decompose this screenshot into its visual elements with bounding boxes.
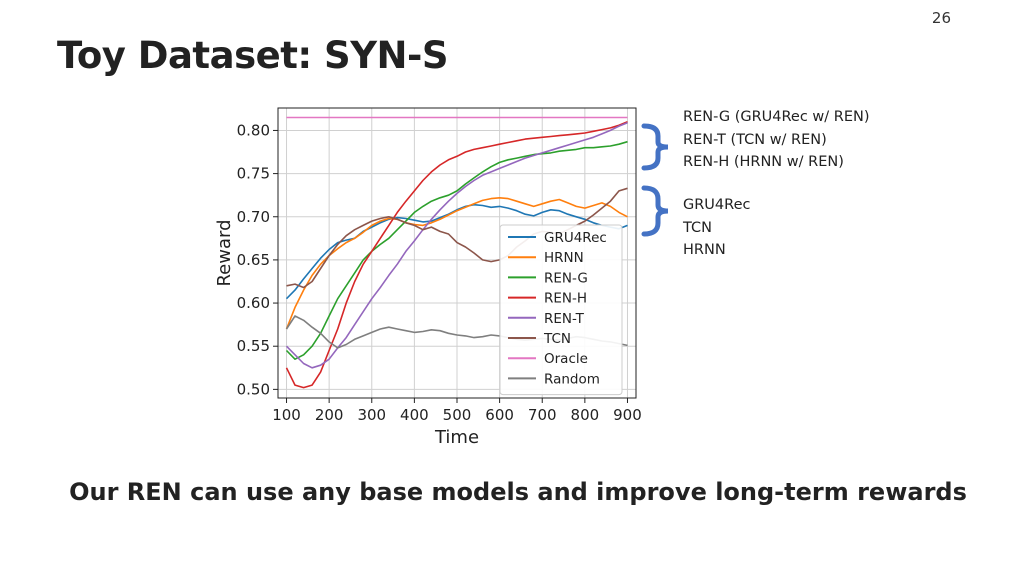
y-tick-label: 0.50 [237, 380, 270, 398]
x-tick-label: 700 [528, 406, 557, 424]
annotation-ren-h: REN-H (HRNN w/ REN) [683, 154, 844, 170]
series-line-hrnn [285, 197, 628, 330]
y-tick-label: 0.55 [237, 337, 270, 355]
series-line-gru4rec [285, 203, 628, 300]
annotation-gru4rec: GRU4Rec [683, 197, 751, 213]
y-tick-label: 0.70 [237, 208, 270, 226]
series-line-ren-g [285, 140, 628, 361]
y-tick-label: 0.60 [237, 294, 270, 312]
reward-line-chart: 100 200 300 400 500 600 700 800 900 0.50 0.55 0.60 0… [214, 107, 642, 448]
legend-label: GRU4Rec [544, 230, 607, 246]
x-tick-label: 500 [443, 406, 472, 424]
legend-label: REN-T [544, 311, 585, 327]
x-tick-label: 300 [357, 406, 386, 424]
brace-path [641, 185, 669, 237]
y-tick-label: 0.65 [237, 251, 270, 269]
x-tick-label: 100 [272, 406, 301, 424]
x-tick-label: 200 [315, 406, 344, 424]
y-axis-label: Reward [214, 219, 235, 286]
y-tick-label: 0.75 [237, 165, 270, 183]
legend-label: HRNN [544, 250, 584, 266]
legend-label: REN-G [544, 270, 588, 286]
legend-label: TCN [543, 331, 571, 347]
y-tick-label: 0.80 [237, 121, 270, 139]
ren-group-brace [641, 123, 669, 171]
annotation-hrnn: HRNN [683, 242, 726, 258]
x-tick-label: 900 [613, 406, 642, 424]
slide-title: Toy Dataset: SYN-S [57, 34, 448, 77]
x-tick-label: 400 [400, 406, 429, 424]
x-tick-label: 600 [485, 406, 514, 424]
legend-label: REN-H [544, 291, 587, 307]
series-line-ren-t [285, 121, 628, 369]
base-group-annotation: GRU4Rec TCN HRNN [683, 194, 750, 262]
annotation-ren-t: REN-T (TCN w/ REN) [683, 131, 827, 148]
brace-path [641, 123, 669, 171]
legend-label: Random [544, 371, 600, 387]
x-tick-label: 800 [571, 406, 600, 424]
tick-labels: 100 200 300 400 500 600 700 800 900 0.50 0.55 0.60 0… [237, 121, 642, 424]
legend-label: Oracle [544, 351, 588, 367]
series-line-ren-h [285, 121, 628, 389]
ren-group-annotation: REN-G (GRU4Rec w/ REN) REN-T (TCN w/ REN… [683, 106, 870, 174]
slide-conclusion: Our REN can use any base models and impr… [69, 478, 967, 506]
legend-box [499, 224, 623, 396]
annotation-ren-g: REN-G (GRU4Rec w/ REN) [683, 109, 870, 125]
x-axis-label: Time [434, 427, 479, 448]
annotation-tcn: TCN [683, 219, 712, 236]
legend: GRU4Rec HRNN REN-G REN-H REN-T TCN Oracle Rando… [499, 224, 623, 396]
base-group-brace [641, 185, 669, 237]
page-number: 26 [931, 9, 951, 27]
